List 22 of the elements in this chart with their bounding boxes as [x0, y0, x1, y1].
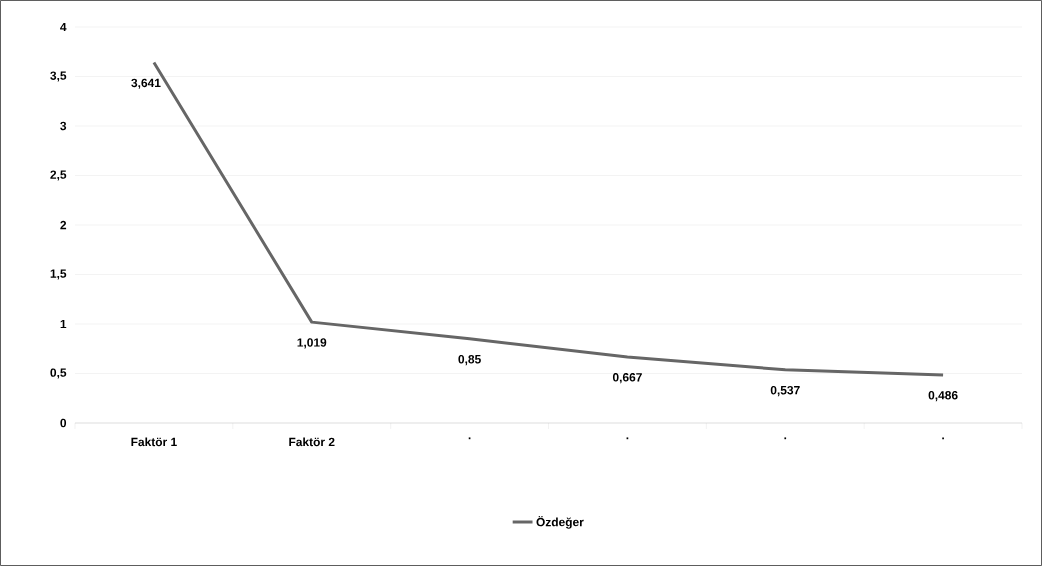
- legend-label: Özdeğer: [536, 516, 584, 529]
- x-tick-label: Faktör 2: [289, 437, 335, 447]
- y-tick-label: 1,5: [50, 269, 67, 280]
- x-tick-label: Faktör 1: [131, 437, 177, 447]
- x-tick-label: .: [942, 437, 944, 440]
- y-tick-label: 1: [60, 319, 67, 329]
- data-label: 1,019: [297, 338, 327, 349]
- data-label: 0,486: [928, 391, 958, 402]
- data-label: 0,667: [612, 373, 642, 384]
- y-tick-label: 4: [60, 22, 67, 32]
- y-tick-label: 3,5: [50, 71, 67, 82]
- x-tick-label: .: [626, 437, 629, 440]
- x-tick-label: .: [784, 437, 787, 440]
- x-tick-label: .: [468, 437, 471, 440]
- y-tick-label: 3: [60, 121, 67, 131]
- data-label: 0,85: [458, 354, 481, 366]
- y-tick-label: 0: [60, 418, 67, 428]
- y-tick-label: 0,5: [50, 368, 67, 379]
- y-tick-label: 2: [60, 220, 67, 230]
- data-label: 0,537: [770, 385, 800, 397]
- y-tick-label: 2,5: [50, 170, 67, 181]
- data-label: 3,641: [131, 78, 161, 89]
